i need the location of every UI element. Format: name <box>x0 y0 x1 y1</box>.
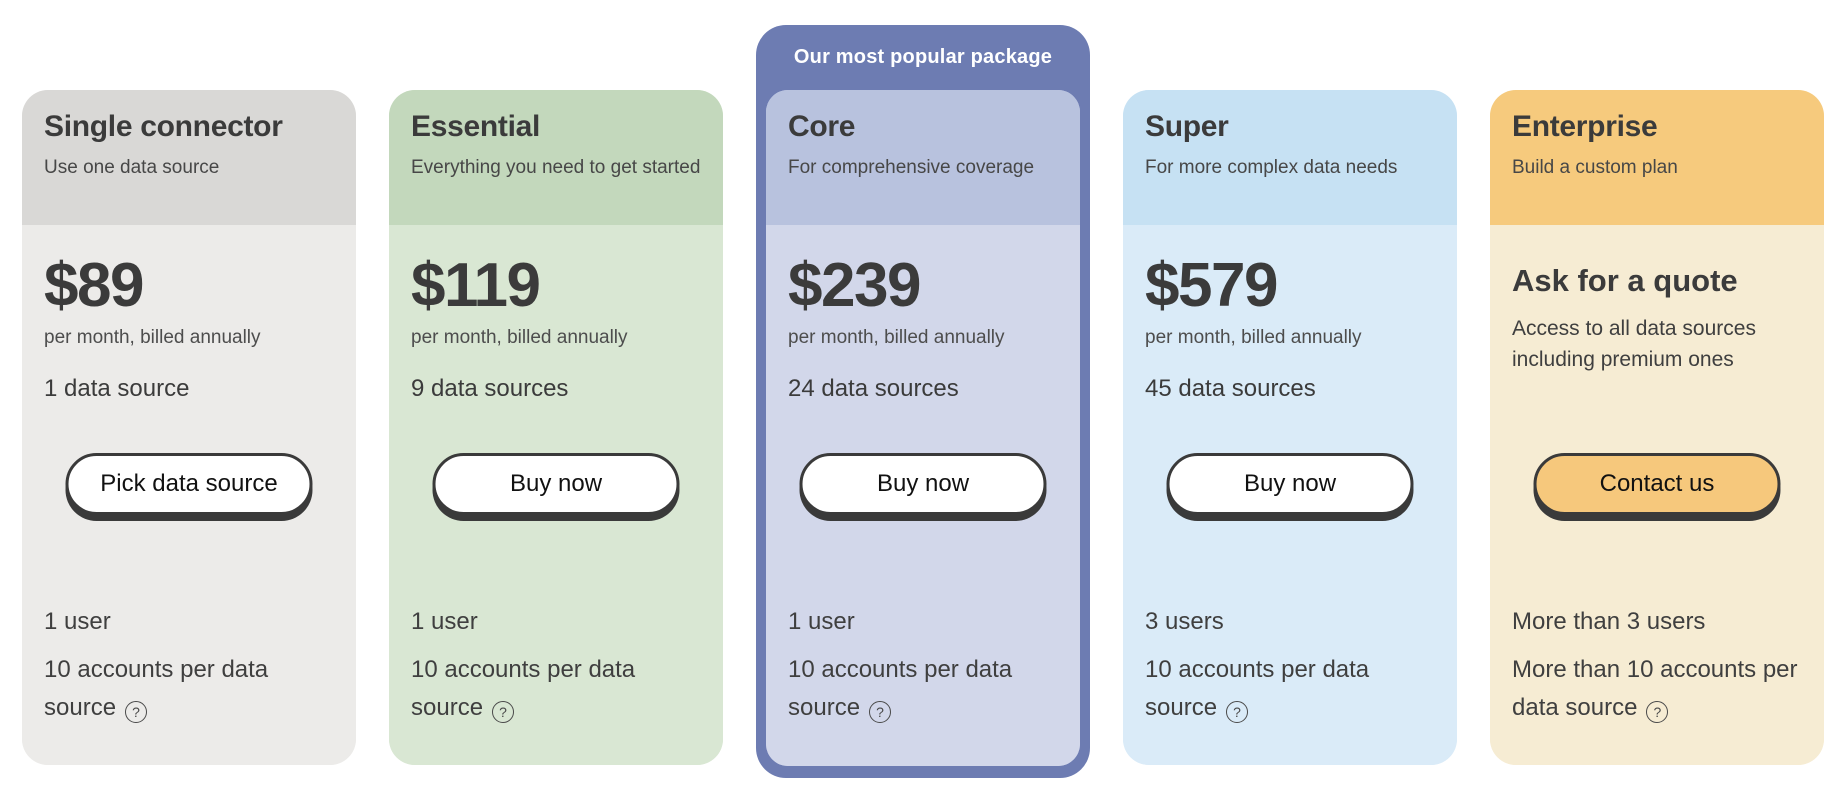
pricing-table: Single connector Use one data source $89… <box>22 25 1824 778</box>
feature-list: 3 users 10 accounts per data source? <box>1145 603 1439 727</box>
price-block: $119 per month, billed annually 9 data s… <box>411 225 701 403</box>
plan-body: $89 per month, billed annually 1 data so… <box>22 225 356 765</box>
plan-name: Essential <box>411 110 541 143</box>
feature-accounts-label: 10 accounts per data source <box>44 656 269 721</box>
billing-note: per month, billed annually <box>1145 327 1362 348</box>
feature-accounts-label: 10 accounts per data source <box>411 656 636 721</box>
help-icon[interactable]: ? <box>492 701 515 723</box>
buy-now-button-core[interactable]: Buy now <box>799 453 1047 515</box>
plan-column-enterprise: Enterprise Build a custom plan Ask for a… <box>1490 25 1824 765</box>
billing-note: per month, billed annually <box>44 327 261 348</box>
plan-body: $239 per month, billed annually 24 data … <box>766 225 1080 766</box>
feature-accounts-label: 10 accounts per data source <box>1145 656 1370 721</box>
price-block: $89 per month, billed annually 1 data so… <box>44 225 334 403</box>
price-block: $239 per month, billed annually 24 data … <box>788 225 1058 403</box>
quote-description: Access to all data sources including pre… <box>1512 317 1756 371</box>
plan-body: Ask for a quote Access to all data sourc… <box>1490 225 1824 765</box>
plan-column-essential: Essential Everything you need to get sta… <box>389 25 723 765</box>
data-sources-count: 45 data sources <box>1145 375 1316 402</box>
buy-now-button-essential[interactable]: Buy now <box>432 453 680 515</box>
data-sources-count: 24 data sources <box>788 375 959 402</box>
feature-accounts: 10 accounts per data source? <box>788 651 1062 727</box>
plan-header: Enterprise Build a custom plan <box>1490 90 1824 225</box>
plan-name: Single connector <box>44 110 283 143</box>
plan-body: $119 per month, billed annually 9 data s… <box>389 225 723 765</box>
plan-name: Enterprise <box>1512 110 1658 143</box>
plan-tagline: Use one data source <box>44 157 220 178</box>
plan-name: Super <box>1145 110 1229 143</box>
plan-price: $89 <box>44 251 144 320</box>
feature-list: 1 user 10 accounts per data source? <box>788 603 1062 727</box>
feature-users-label: 1 user <box>411 608 478 635</box>
plan-header: Core For comprehensive coverage <box>766 90 1080 225</box>
feature-users: 1 user <box>788 603 1062 641</box>
feature-users-label: 1 user <box>788 608 855 635</box>
billing-note: per month, billed annually <box>411 327 628 348</box>
feature-list: More than 3 users More than 10 accounts … <box>1512 603 1806 727</box>
plan-tagline: Everything you need to get started <box>411 157 701 178</box>
feature-users: More than 3 users <box>1512 603 1806 641</box>
plan-tagline: For comprehensive coverage <box>788 157 1035 178</box>
feature-users: 3 users <box>1145 603 1439 641</box>
plan-header: Single connector Use one data source <box>22 90 356 225</box>
quote-block: Ask for a quote Access to all data sourc… <box>1512 225 1802 375</box>
feature-users-label: 3 users <box>1145 608 1224 635</box>
plan-column-super: Super For more complex data needs $579 p… <box>1123 25 1457 765</box>
plan-card-enterprise: Enterprise Build a custom plan Ask for a… <box>1490 90 1824 765</box>
billing-note: per month, billed annually <box>788 327 1005 348</box>
feature-users-label: 1 user <box>44 608 111 635</box>
feature-users-label: More than 3 users <box>1512 608 1706 635</box>
help-icon[interactable]: ? <box>1226 701 1249 723</box>
plan-price: $119 <box>411 251 541 320</box>
feature-list: 1 user 10 accounts per data source? <box>411 603 705 727</box>
feature-accounts: More than 10 accounts per data source? <box>1512 651 1806 727</box>
data-sources-count: 1 data source <box>44 375 190 402</box>
plan-tagline: For more complex data needs <box>1145 157 1398 178</box>
feature-accounts: 10 accounts per data source? <box>44 651 338 727</box>
plan-tagline: Build a custom plan <box>1512 157 1678 178</box>
plan-header: Essential Everything you need to get sta… <box>389 90 723 225</box>
quote-heading: Ask for a quote <box>1512 263 1738 298</box>
feature-users: 1 user <box>411 603 705 641</box>
plan-card-essential: Essential Everything you need to get sta… <box>389 90 723 765</box>
feature-users: 1 user <box>44 603 338 641</box>
plan-card-single-connector: Single connector Use one data source $89… <box>22 90 356 765</box>
plan-column-core: Our most popular package Core For compre… <box>756 25 1090 778</box>
popular-badge: Our most popular package <box>793 46 1053 68</box>
feature-accounts: 10 accounts per data source? <box>411 651 705 727</box>
plan-price: $579 <box>1145 251 1278 320</box>
help-icon[interactable]: ? <box>125 701 148 723</box>
pick-data-source-button[interactable]: Pick data source <box>65 453 313 515</box>
plan-card-core: Core For comprehensive coverage $239 per… <box>766 90 1080 766</box>
feature-accounts-label: More than 10 accounts per data source <box>1512 656 1798 721</box>
contact-us-button[interactable]: Contact us <box>1533 453 1781 515</box>
data-sources-count: 9 data sources <box>411 375 569 402</box>
popular-plan-wrapper: Our most popular package Core For compre… <box>756 25 1090 778</box>
help-icon[interactable]: ? <box>869 701 892 723</box>
plan-header: Super For more complex data needs <box>1123 90 1457 225</box>
price-block: $579 per month, billed annually 45 data … <box>1145 225 1435 403</box>
plan-name: Core <box>788 110 856 143</box>
plan-column-single-connector: Single connector Use one data source $89… <box>22 25 356 765</box>
plan-body: $579 per month, billed annually 45 data … <box>1123 225 1457 765</box>
feature-list: 1 user 10 accounts per data source? <box>44 603 338 727</box>
buy-now-button-super[interactable]: Buy now <box>1166 453 1414 515</box>
feature-accounts: 10 accounts per data source? <box>1145 651 1439 727</box>
plan-price: $239 <box>788 251 921 320</box>
help-icon[interactable]: ? <box>1646 701 1669 723</box>
plan-card-super: Super For more complex data needs $579 p… <box>1123 90 1457 765</box>
feature-accounts-label: 10 accounts per data source <box>788 656 1013 721</box>
